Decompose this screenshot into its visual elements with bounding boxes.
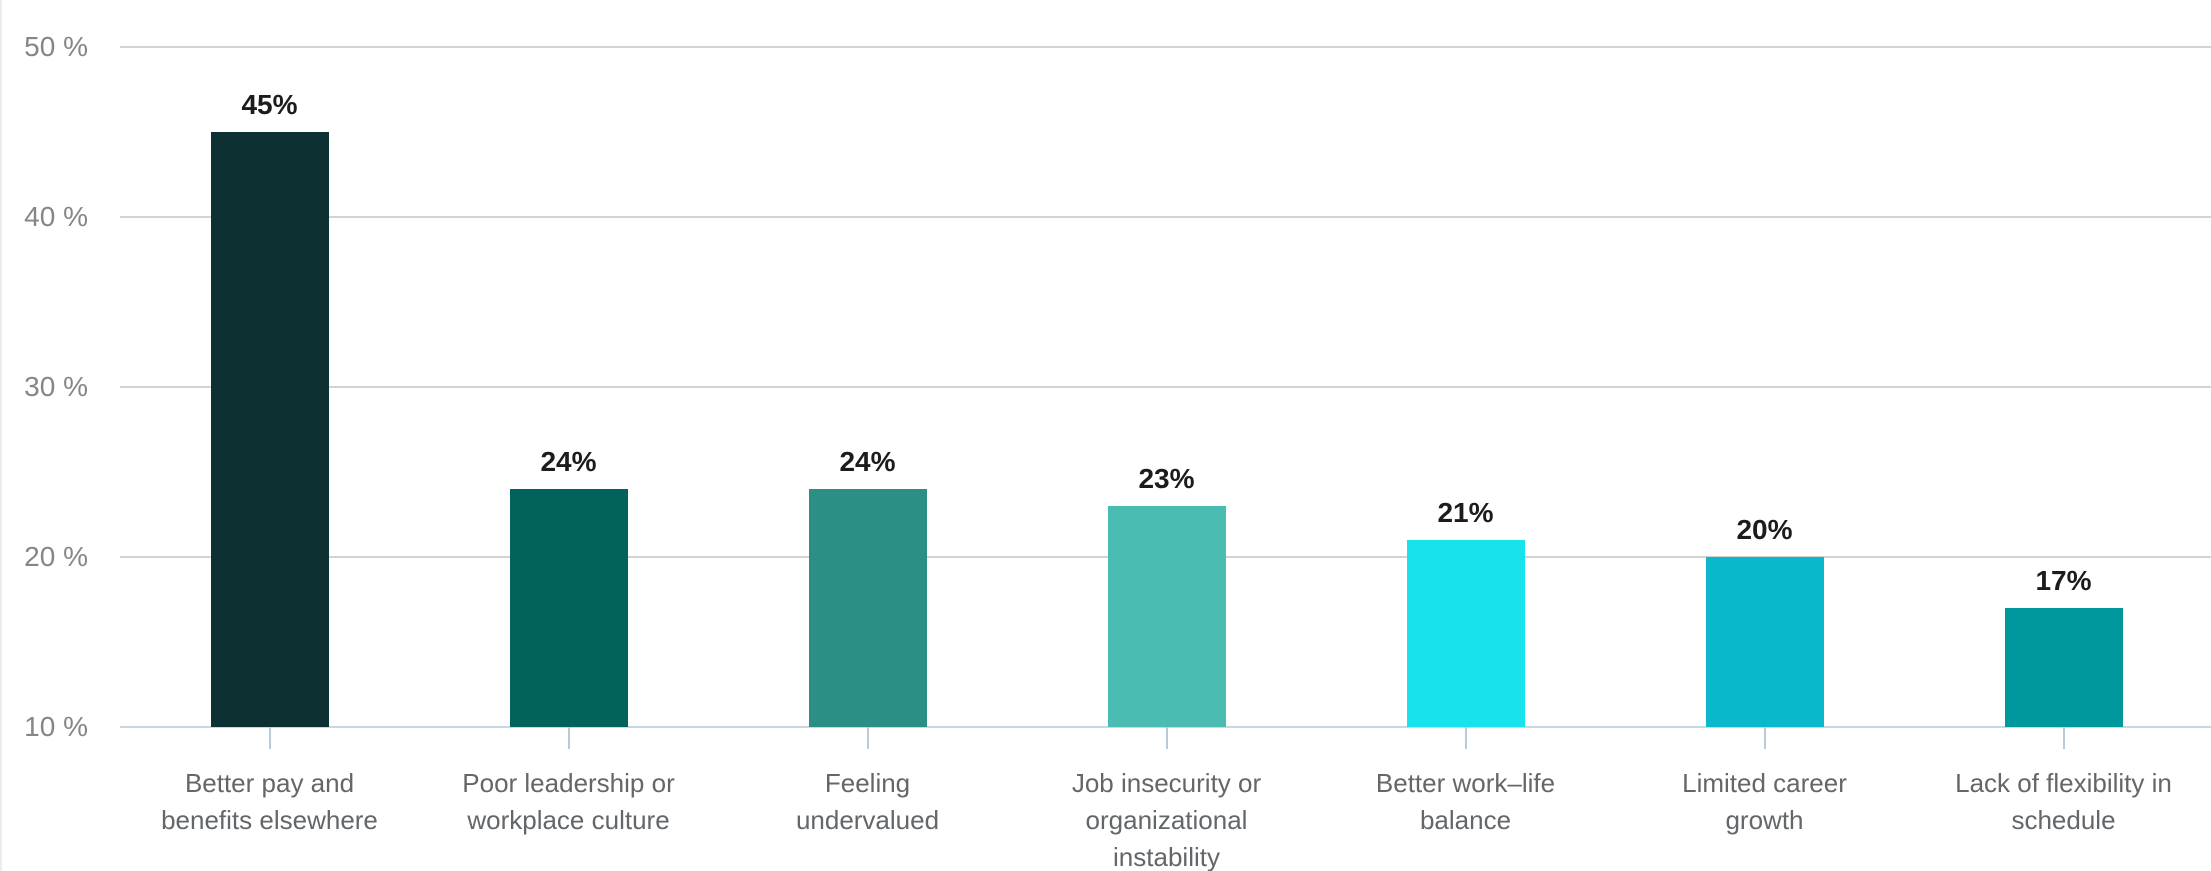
bars-layer: 45% Better pay and benefits elsewhere 24… <box>120 0 2211 871</box>
x-axis-tick <box>2062 727 2065 749</box>
bar-column: 17% Lack of flexibility in schedule <box>1914 0 2211 836</box>
bar[interactable] <box>2004 608 2123 727</box>
category-label: Poor leadership or workplace culture <box>462 768 675 835</box>
x-axis-tick <box>1464 727 1467 749</box>
gridline <box>120 216 2211 218</box>
category-label: Better work–life balance <box>1375 768 1556 835</box>
bar[interactable] <box>210 132 329 727</box>
category-label: Job insecurity or organizational instabi… <box>1071 768 1262 871</box>
gridline <box>120 46 2211 48</box>
bar[interactable] <box>808 489 927 727</box>
bar[interactable] <box>509 489 628 727</box>
bar[interactable] <box>1107 506 1226 727</box>
bar-value-label: 17% <box>2035 565 2092 596</box>
bar-column: 24% Feeling undervalued <box>718 0 1017 836</box>
bar-value-label: 24% <box>540 446 597 477</box>
bar-column: 23% Job insecurity or organizational ins… <box>1017 0 1316 871</box>
bar-value-label: 20% <box>1736 514 1793 545</box>
y-tick-label: 30 % <box>24 371 88 402</box>
bar-value-label: 45% <box>241 89 298 120</box>
y-tick-label: 40 % <box>24 201 88 232</box>
bar-value-label: 21% <box>1437 497 1494 528</box>
x-axis-tick <box>268 727 271 749</box>
bar-column: 24% Poor leadership or workplace culture <box>419 0 718 836</box>
bar-value-label: 24% <box>839 446 896 477</box>
bar-column: 45% Better pay and benefits elsewhere <box>120 0 419 836</box>
category-label: Limited career growth <box>1682 768 1847 835</box>
category-label: Better pay and benefits elsewhere <box>161 768 378 835</box>
category-label: Feeling undervalued <box>795 768 940 835</box>
y-tick-label: 10 % <box>24 711 88 742</box>
category-label: Lack of flexibility in schedule <box>1955 768 2172 835</box>
x-axis-tick <box>567 727 570 749</box>
x-axis-tick <box>1763 727 1766 749</box>
gridline <box>120 386 2211 388</box>
y-tick-label: 50 % <box>24 31 88 62</box>
bar-column: 20% Limited career growth <box>1615 0 1914 836</box>
x-axis-tick <box>866 727 869 749</box>
y-tick-label: 20 % <box>24 541 88 572</box>
bar[interactable] <box>1406 540 1525 727</box>
bar-value-label: 23% <box>1138 463 1195 494</box>
bar-column: 21% Better work–life balance <box>1316 0 1615 836</box>
x-axis-tick <box>1165 727 1168 749</box>
bar[interactable] <box>1705 557 1824 727</box>
